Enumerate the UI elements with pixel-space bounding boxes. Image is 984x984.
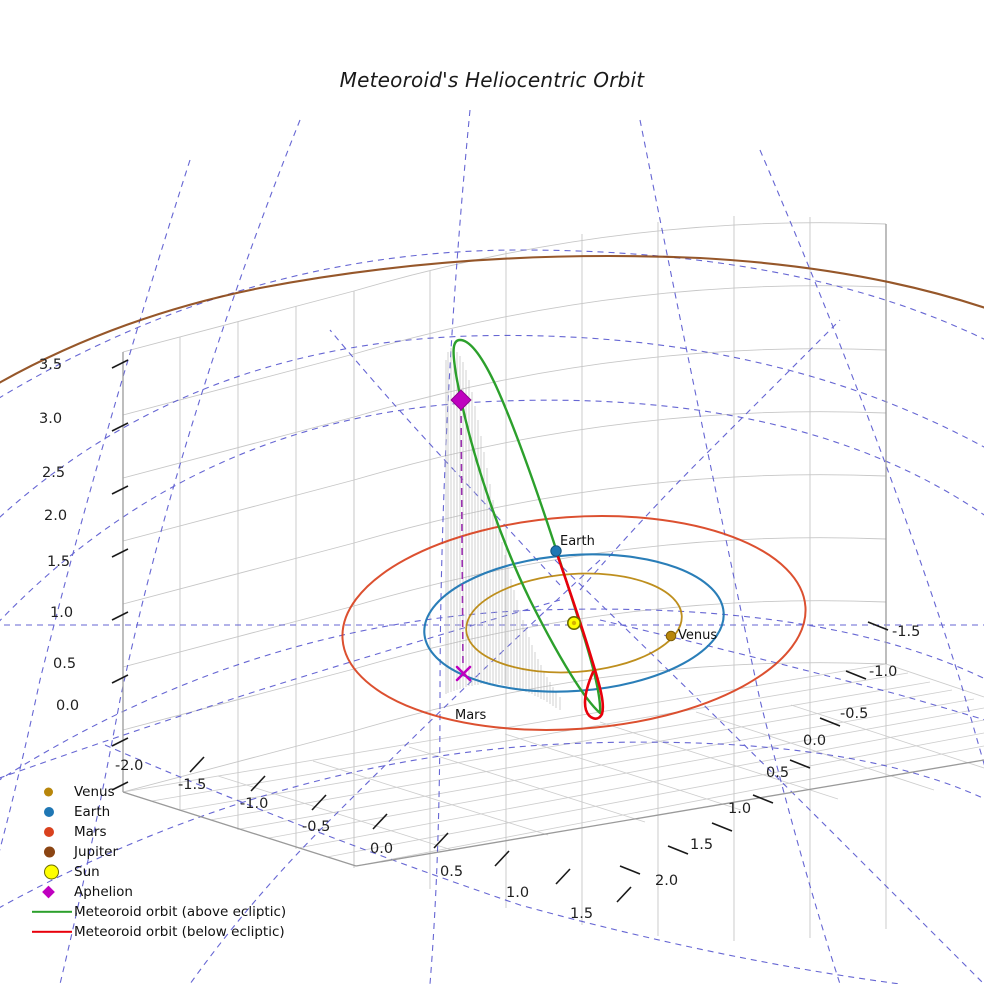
- x-tick-label: 1.0: [506, 885, 530, 901]
- x-tick-label: -1.5: [178, 777, 207, 793]
- meteoroid-orbit-above-ecliptic: [452, 338, 602, 715]
- z-tick-label: 3.5: [39, 357, 63, 373]
- aphelion-dropline: [460, 403, 464, 669]
- mars-label: Mars: [455, 708, 487, 723]
- legend-label: Meteoroid orbit (below ecliptic): [74, 924, 285, 940]
- x-tick-label: 0.5: [440, 864, 464, 880]
- legend-item-earth[interactable]: Earth: [30, 802, 298, 822]
- y-tick-label: -1.0: [869, 664, 898, 680]
- legend-label: Jupiter: [74, 844, 119, 860]
- legend-item-jupiter[interactable]: Jupiter: [30, 842, 298, 862]
- green-line-icon: [30, 902, 74, 922]
- legend-label: Venus: [74, 784, 115, 800]
- venus-dot-icon: [30, 782, 74, 802]
- mars-orbit-path: [341, 515, 807, 731]
- legend-item-mars[interactable]: Mars: [30, 822, 298, 842]
- aphelion-diamond-icon: [30, 882, 74, 902]
- aphelion-marker: [450, 389, 472, 411]
- z-tick-label: 0.5: [53, 656, 77, 672]
- red-line-icon: [30, 922, 74, 942]
- legend-label: Meteoroid orbit (above ecliptic): [74, 904, 287, 920]
- earth-dot-icon: [30, 802, 74, 822]
- legend-label: Earth: [74, 804, 111, 820]
- legend-label: Aphelion: [74, 884, 133, 900]
- legend-item-orbit-below[interactable]: Meteoroid orbit (below ecliptic): [30, 922, 298, 942]
- z-tick-label: 1.5: [47, 554, 71, 570]
- venus-orbit-path: [465, 572, 683, 674]
- y-tick-label: -0.5: [840, 706, 869, 722]
- y-tick-label: 1.5: [690, 837, 714, 853]
- legend-item-aphelion[interactable]: Aphelion: [30, 882, 298, 902]
- legend: Venus Earth Mars Jupiter Sun: [30, 782, 298, 942]
- x-tick-label: 0.0: [370, 841, 394, 857]
- x-tick-label: -1.0: [240, 796, 269, 812]
- y-tick-label: -1.5: [892, 624, 921, 640]
- earth-label: Earth: [560, 534, 595, 549]
- legend-item-venus[interactable]: Venus: [30, 782, 298, 802]
- legend-item-sun[interactable]: Sun: [30, 862, 298, 882]
- mars-dot-icon: [30, 822, 74, 842]
- venus-label: Venus: [678, 628, 718, 643]
- venus-marker: [665, 630, 677, 642]
- y-tick-label: 0.5: [766, 765, 790, 781]
- earth-orbit-path: [423, 553, 725, 693]
- page-title: Meteoroid's Heliocentric Orbit: [339, 68, 645, 92]
- axis-tick-marks: [111, 359, 889, 903]
- sun-dot-icon: [30, 862, 74, 882]
- y-tick-label: 0.0: [803, 733, 827, 749]
- sun-core-icon: [571, 620, 577, 626]
- y-tick-label: 1.0: [728, 801, 752, 817]
- earth-marker: [550, 545, 562, 557]
- x-tick-label: -2.0: [115, 758, 144, 774]
- aphelion-projection-marker: [455, 665, 472, 682]
- legend-label: Mars: [74, 824, 107, 840]
- legend-label: Sun: [74, 864, 100, 880]
- z-tick-label: 2.0: [44, 508, 68, 524]
- x-tick-label: -0.5: [302, 819, 331, 835]
- jupiter-orbit-path: [0, 254, 984, 384]
- z-tick-label: 1.0: [50, 605, 74, 621]
- legend-item-orbit-above[interactable]: Meteoroid orbit (above ecliptic): [30, 902, 298, 922]
- z-tick-label: 2.5: [42, 465, 66, 481]
- celestial-sphere-wireframe: [0, 109, 984, 984]
- jupiter-dot-icon: [30, 842, 74, 862]
- y-tick-label: 2.0: [655, 873, 679, 889]
- meteoroid-orbit-below-ecliptic: [554, 549, 605, 720]
- z-tick-label: 3.0: [39, 411, 63, 427]
- z-tick-label: 0.0: [56, 698, 80, 714]
- x-tick-label: 1.5: [570, 906, 594, 922]
